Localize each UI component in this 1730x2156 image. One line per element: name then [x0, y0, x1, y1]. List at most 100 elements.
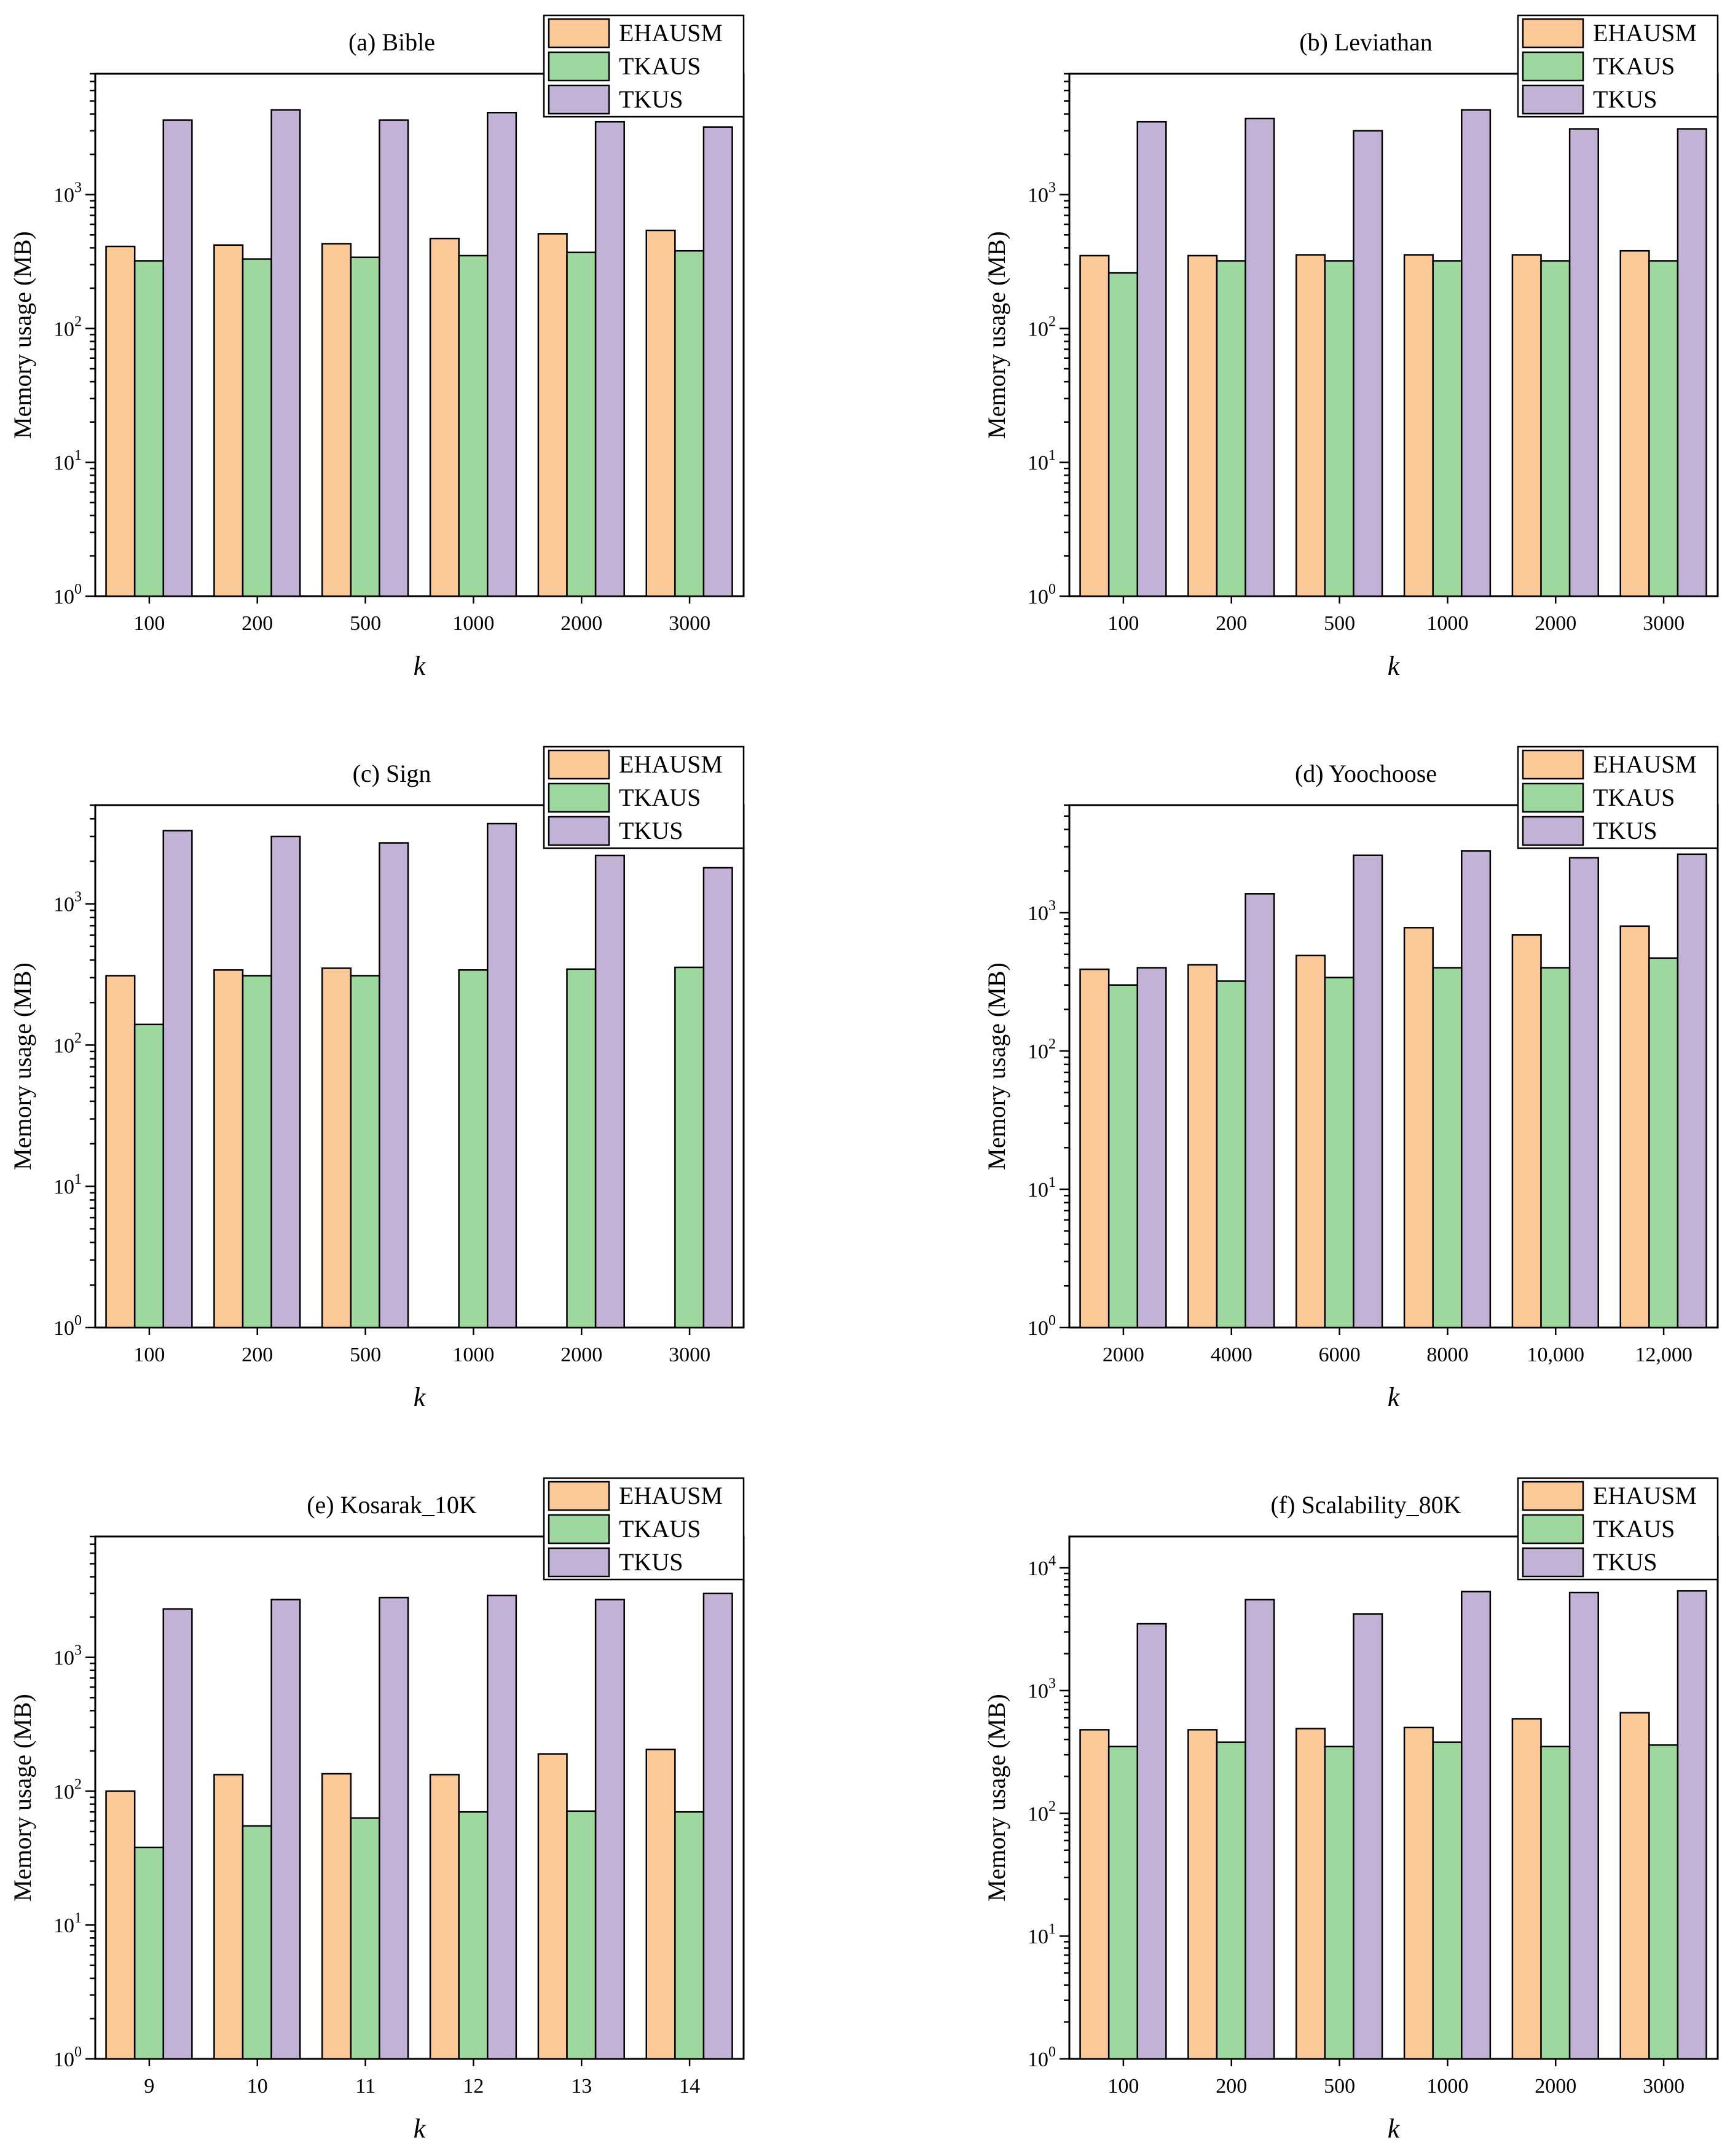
legend-swatch-tkaus [1522, 51, 1584, 82]
y-tick-label: 103 [53, 180, 82, 207]
legend-swatch-ehausm [1522, 18, 1584, 49]
bar-tkaus-3 [1324, 977, 1355, 1329]
bar-tkus-1 [1136, 1623, 1167, 2060]
legend-label-ehausm: EHAUSM [1593, 19, 1697, 47]
x-tick-label: 3000 [1643, 612, 1685, 635]
legend-label-ehausm: EHAUSM [619, 750, 723, 778]
bar-ehausm-5 [1511, 934, 1542, 1329]
x-tick-label: 9 [144, 2075, 154, 2098]
bar-ehausm-5 [537, 233, 568, 597]
y-tick-label: 102 [53, 1776, 82, 1803]
x-tick-label: 2000 [1103, 1344, 1144, 1366]
bar-tkus-2 [270, 109, 301, 597]
bar-tkaus-1 [1107, 984, 1139, 1329]
legend-swatch-tkaus [1522, 782, 1584, 813]
bar-tkaus-6 [674, 250, 705, 597]
plot-frame [1068, 1535, 1719, 2060]
bar-tkus-1 [162, 119, 193, 597]
bar-tkus-4 [1461, 109, 1492, 597]
x-axis-title: k [414, 651, 427, 681]
bar-ehausm-5 [1511, 1718, 1542, 2060]
chart-panel-3: 100 101 102 103 100 200 500 1000 2000 3000 k Memory… [9, 746, 745, 1412]
y-tick-label: 100 [1028, 2044, 1056, 2071]
chart-panel-5: 100 101 102 103 9 10 11 12 13 14 k Memory usage (MB… [9, 1477, 745, 2144]
bar-ehausm-3 [1296, 1728, 1326, 2060]
x-tick-label: 100 [133, 1344, 165, 1366]
bar-ehausm-3 [321, 1772, 352, 2060]
bar-tkus-5 [594, 120, 625, 597]
bar-ehausm-3 [321, 967, 352, 1329]
bar-tkus-4 [487, 822, 517, 1329]
bar-tkaus-2 [242, 258, 272, 597]
bar-tkus-5 [1568, 128, 1599, 597]
bar-tkaus-5 [566, 968, 597, 1329]
bar-ehausm-6 [1619, 250, 1650, 597]
bar-tkus-5 [1568, 1591, 1599, 2060]
legend-swatch-tkus [548, 84, 610, 115]
y-tick-label: 101 [53, 447, 82, 474]
legend-label-ehausm: EHAUSM [1593, 750, 1697, 778]
legend-label-tkaus: TKAUS [619, 1515, 701, 1543]
chart-panel-1: 100 101 102 103 100 200 500 1000 2000 3000 k Memory… [9, 14, 745, 681]
bar-tkaus-6 [1648, 957, 1679, 1329]
bar-ehausm-4 [429, 237, 460, 597]
x-tick-label: 1000 [1426, 2075, 1468, 2098]
legend-swatch-tkus [548, 816, 610, 846]
bar-tkus-2 [270, 835, 301, 1329]
bar-tkaus-1 [1107, 272, 1139, 597]
legend-swatch-tkaus [548, 782, 610, 813]
bar-tkus-4 [487, 111, 517, 597]
bar-tkus-1 [162, 830, 193, 1329]
y-tick-label: 103 [1028, 898, 1056, 925]
x-tick-label: 6000 [1319, 1344, 1361, 1366]
y-tick-label: 102 [53, 313, 82, 340]
bar-tkus-6 [1677, 128, 1707, 597]
y-axis-title: Memory usage (MB) [983, 231, 1010, 439]
legend-label-tkus: TKUS [1593, 1548, 1657, 1576]
x-tick-label: 200 [242, 1344, 273, 1366]
bar-ehausm-1 [105, 975, 136, 1329]
panel-title: (c) Sign [353, 760, 431, 787]
x-axis-title: k [1388, 651, 1401, 681]
bar-tkus-3 [379, 842, 409, 1329]
legend-swatch-ehausm [548, 749, 610, 780]
x-axis-title: k [414, 1382, 427, 1412]
bar-tkus-3 [379, 119, 409, 597]
y-tick-label: 103 [53, 1643, 82, 1670]
y-tick-label: 102 [1028, 1798, 1056, 1825]
y-axis-title: Memory usage (MB) [9, 1694, 36, 1902]
x-tick-label: 4000 [1211, 1344, 1252, 1366]
bar-tkaus-5 [566, 1810, 597, 2060]
legend-label-tkus: TKUS [619, 1548, 683, 1576]
bar-tkus-1 [162, 1608, 193, 2060]
bar-tkaus-4 [1432, 1741, 1463, 2060]
bar-tkaus-2 [242, 975, 272, 1329]
bar-tkaus-4 [458, 969, 489, 1329]
legend-swatch-tkus [1522, 1547, 1584, 1578]
x-tick-label: 10 [247, 2075, 268, 2098]
x-tick-label: 2000 [560, 1344, 602, 1366]
x-axis-title: k [414, 2114, 427, 2144]
bar-tkaus-3 [1324, 260, 1355, 597]
x-axis-title: k [1388, 2114, 1401, 2144]
bar-tkus-4 [1461, 1591, 1492, 2060]
y-tick-label: 102 [1028, 313, 1056, 340]
y-axis-title: Memory usage (MB) [983, 1694, 1010, 1902]
x-tick-label: 100 [1107, 612, 1139, 635]
legend-label-tkus: TKUS [619, 85, 683, 113]
bar-tkus-6 [1677, 1590, 1707, 2060]
bar-ehausm-1 [1079, 1729, 1110, 2060]
bar-tkaus-3 [350, 1817, 380, 2060]
bar-tkus-3 [1353, 854, 1383, 1329]
x-tick-label: 500 [1324, 2075, 1355, 2098]
bar-ehausm-2 [213, 244, 244, 597]
bar-tkus-4 [1461, 850, 1492, 1329]
bar-tkus-6 [702, 1592, 733, 2060]
y-tick-label: 101 [53, 1171, 82, 1198]
chart-panel-2: 100 101 102 103 100 200 500 1000 2000 3000 k Memory… [983, 14, 1719, 681]
bar-tkus-6 [702, 867, 733, 1329]
legend-swatch-tkus [1522, 84, 1584, 115]
x-tick-label: 8000 [1426, 1344, 1468, 1366]
bar-tkus-2 [270, 1599, 301, 2060]
bar-ehausm-6 [645, 229, 676, 597]
